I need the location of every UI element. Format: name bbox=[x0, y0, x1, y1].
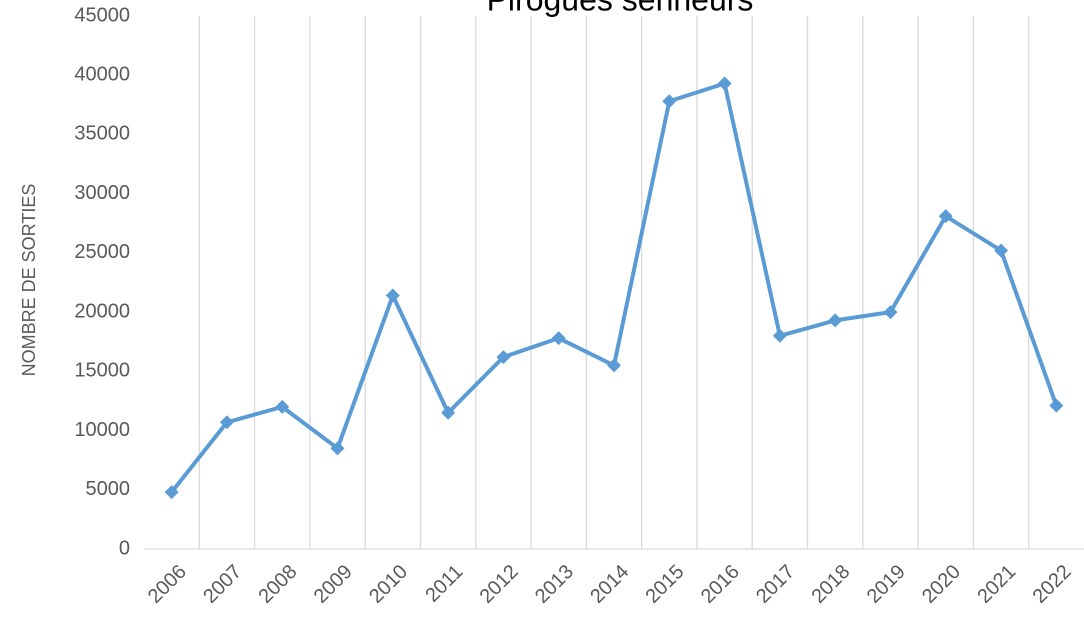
marker bbox=[662, 94, 677, 109]
x-tick-label: 2021 bbox=[973, 561, 1020, 608]
y-tick-label: 35000 bbox=[74, 123, 130, 145]
x-tick-label: 2017 bbox=[752, 561, 799, 608]
x-tick-label: 2014 bbox=[586, 561, 633, 608]
marker bbox=[164, 485, 179, 500]
marker bbox=[441, 405, 456, 420]
marker bbox=[385, 288, 400, 303]
marker bbox=[219, 415, 234, 430]
x-tick-label: 2012 bbox=[476, 561, 523, 608]
x-tick-label: 2020 bbox=[918, 561, 965, 608]
y-tick-label: 10000 bbox=[74, 419, 130, 441]
y-tick-label: 40000 bbox=[74, 64, 130, 86]
y-axis-label: NOMBRE DE SORTIES bbox=[19, 184, 39, 377]
x-tick-label: 2011 bbox=[421, 561, 467, 607]
x-tick-label: 2007 bbox=[199, 561, 246, 608]
y-tick-label: 15000 bbox=[74, 360, 130, 382]
x-tick-label: 2010 bbox=[365, 561, 412, 608]
x-tick-label: 2016 bbox=[697, 561, 744, 608]
marker bbox=[607, 358, 621, 373]
x-tick-label: 2013 bbox=[531, 561, 578, 608]
y-tick-label: 5000 bbox=[86, 478, 131, 500]
marker bbox=[883, 305, 898, 320]
x-tick-label: 2018 bbox=[807, 561, 854, 608]
y-tick-label: 45000 bbox=[74, 4, 130, 26]
x-tick-label: 2022 bbox=[1029, 561, 1076, 608]
marker bbox=[717, 76, 732, 91]
x-tick-label: 2009 bbox=[310, 561, 357, 608]
marker bbox=[275, 399, 290, 414]
marker bbox=[330, 441, 345, 456]
y-tick-label: 30000 bbox=[74, 182, 130, 204]
marker bbox=[994, 243, 1009, 258]
marker bbox=[828, 313, 843, 328]
marker bbox=[938, 209, 953, 224]
chart-title: Pirogues senneurs bbox=[487, 0, 754, 17]
line bbox=[170, 81, 1059, 494]
marker bbox=[1049, 398, 1064, 413]
x-tick-label: 2015 bbox=[642, 561, 689, 608]
y-tick-label: 0 bbox=[119, 537, 130, 559]
x-tick-label: 2008 bbox=[254, 561, 301, 608]
marker bbox=[496, 350, 511, 365]
x-tick-label: 2006 bbox=[144, 561, 191, 608]
marker bbox=[551, 331, 566, 346]
y-tick-label: 25000 bbox=[74, 241, 130, 263]
y-tick-label: 20000 bbox=[74, 300, 130, 322]
marker bbox=[772, 328, 787, 343]
x-tick-label: 2019 bbox=[863, 561, 910, 608]
